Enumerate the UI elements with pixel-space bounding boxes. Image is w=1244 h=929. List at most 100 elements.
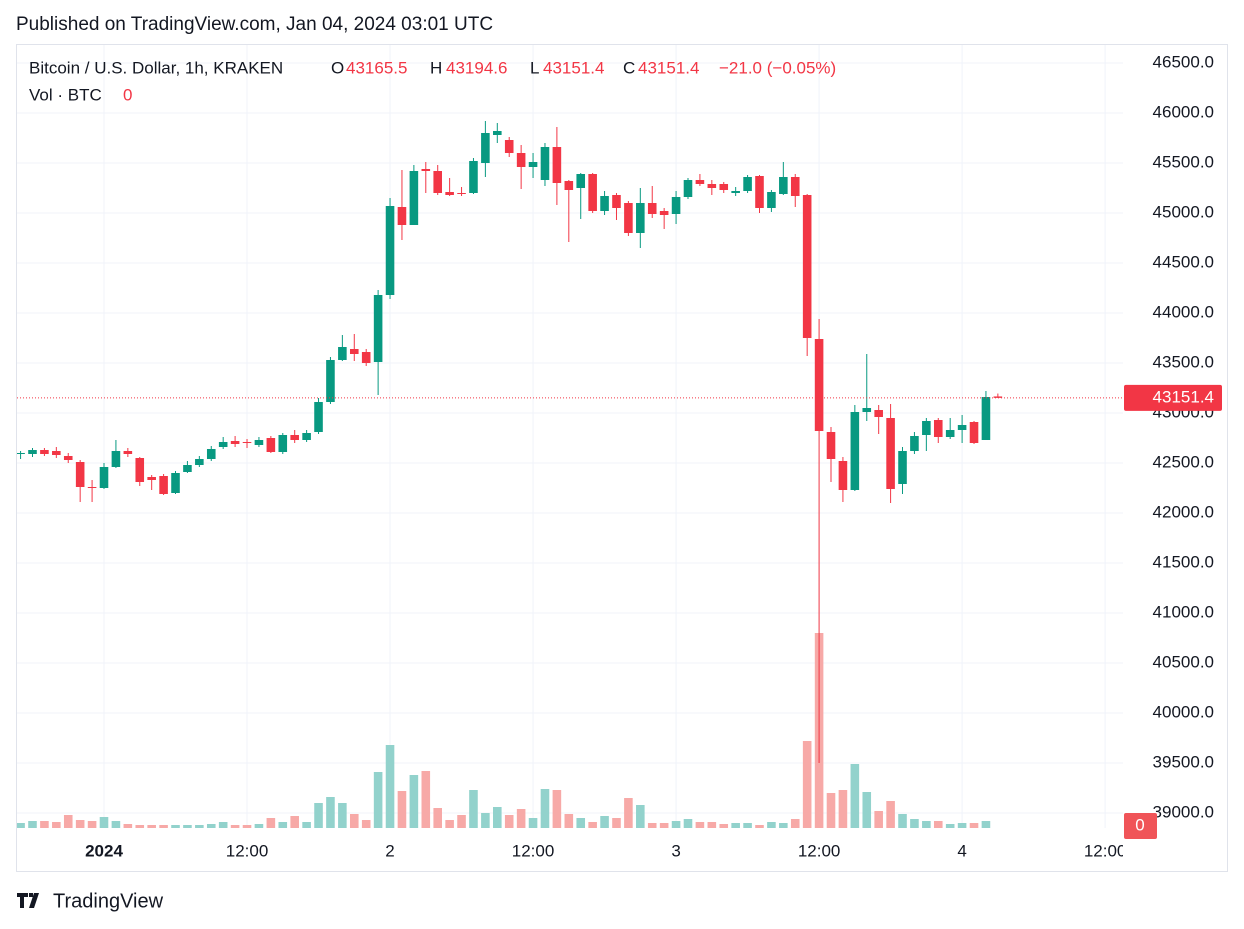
volume-bar: [802, 741, 812, 828]
candle-body: [481, 133, 490, 163]
candle-body: [624, 203, 633, 233]
candle-body: [957, 425, 967, 430]
volume-bar: [969, 823, 979, 828]
time-axis: 2024 12:00 2 12:00 3 12:00 4 12:00: [85, 841, 1127, 860]
candle-body: [111, 451, 121, 467]
candle-body: [552, 147, 562, 183]
candle-body: [564, 181, 574, 190]
candle-body: [493, 131, 502, 135]
candle-body: [576, 174, 586, 188]
y-tick-label: 40500.0: [1153, 652, 1214, 671]
volume-bar: [552, 790, 562, 828]
volume-bar: [898, 814, 907, 828]
volume-bar: [242, 825, 252, 828]
candle-body: [981, 397, 991, 440]
candle-body: [254, 440, 264, 445]
candle-body: [636, 203, 645, 233]
candle-body: [695, 180, 705, 184]
volume-bar: [17, 823, 25, 828]
candle-body: [385, 206, 395, 295]
volume-bar: [516, 809, 526, 828]
volume-tag-label: 0: [1135, 815, 1144, 834]
candle-body: [159, 476, 168, 494]
volume-bar: [87, 821, 97, 828]
volume-bar: [493, 807, 502, 828]
candle-body: [910, 436, 919, 451]
volume-bar: [671, 821, 681, 828]
volume-tag: [1124, 813, 1157, 839]
volume-pane: [17, 633, 991, 828]
candle-body: [195, 459, 204, 465]
candle-body: [600, 196, 609, 211]
y-tick-label: 45000.0: [1153, 202, 1214, 221]
candle-body: [361, 352, 371, 363]
candle-body: [993, 396, 1003, 398]
candle-body: [52, 451, 61, 455]
volume-bar: [933, 821, 943, 828]
y-tick-label: 46000.0: [1153, 102, 1214, 121]
candle-body: [540, 147, 550, 180]
y-tick-label: 46500.0: [1153, 52, 1214, 71]
legend: Bitcoin / U.S. Dollar, 1h, KRAKEN O 4316…: [29, 58, 836, 104]
legend-close: 43151.4: [638, 58, 699, 77]
candle-body: [206, 449, 216, 459]
x-tick-label: 12:00: [512, 841, 555, 860]
candle-body: [147, 477, 156, 480]
volume-bar: [540, 789, 550, 828]
candle-body: [814, 339, 824, 431]
volume-bar: [218, 822, 228, 828]
volume-bar: [373, 772, 383, 828]
volume-bar: [719, 824, 729, 828]
volume-bar: [981, 821, 991, 828]
volume-bar: [99, 817, 109, 828]
volume-bar: [838, 790, 848, 828]
volume-bar: [63, 815, 73, 828]
candle-body: [326, 360, 335, 402]
volume-bar: [206, 824, 216, 828]
volume-bar: [171, 825, 180, 828]
volume-bar: [564, 814, 574, 828]
candle-body: [171, 473, 180, 493]
volume-bar: [910, 819, 919, 828]
volume-bar: [707, 822, 717, 828]
candle-body: [922, 421, 931, 435]
volume-bar: [647, 823, 657, 828]
volume-bar: [659, 823, 669, 828]
y-tick-label: 41500.0: [1153, 552, 1214, 571]
chart-frame: [16, 44, 1228, 872]
x-tick-label: 2: [385, 841, 394, 860]
candle-body: [457, 193, 466, 194]
x-tick-label: 12:00: [1084, 841, 1127, 860]
volume-bar: [183, 825, 192, 828]
volume-bar: [52, 822, 61, 828]
candle-body: [707, 184, 717, 188]
published-note: Published on TradingView.com, Jan 04, 20…: [16, 14, 493, 35]
candle-body: [290, 435, 299, 440]
candle-body: [862, 408, 872, 412]
volume-bar: [469, 790, 478, 828]
candle-body: [504, 140, 514, 153]
candle-body: [469, 161, 478, 193]
volume-bar: [433, 808, 442, 828]
candle-body: [75, 462, 85, 487]
volume-bar: [302, 822, 311, 828]
volume-bar: [314, 803, 323, 828]
y-tick-label: 40000.0: [1153, 702, 1214, 721]
legend-high: 43194.6: [446, 58, 507, 77]
legend-letter: O: [331, 58, 344, 77]
volume-bar: [874, 811, 883, 828]
volume-bar: [683, 819, 693, 828]
volume-bar: [528, 818, 538, 828]
x-tick-label: 3: [671, 841, 680, 860]
candle-body: [218, 442, 228, 447]
candle-body: [802, 195, 812, 338]
volume-bar: [767, 822, 776, 828]
volume-bar: [636, 805, 645, 828]
candle-body: [731, 191, 740, 193]
volume-bar: [826, 793, 836, 828]
brand-logo: [17, 893, 39, 908]
candle-body: [63, 456, 73, 460]
x-tick-label: 12:00: [226, 841, 269, 860]
brand-name: TradingView: [53, 890, 164, 912]
